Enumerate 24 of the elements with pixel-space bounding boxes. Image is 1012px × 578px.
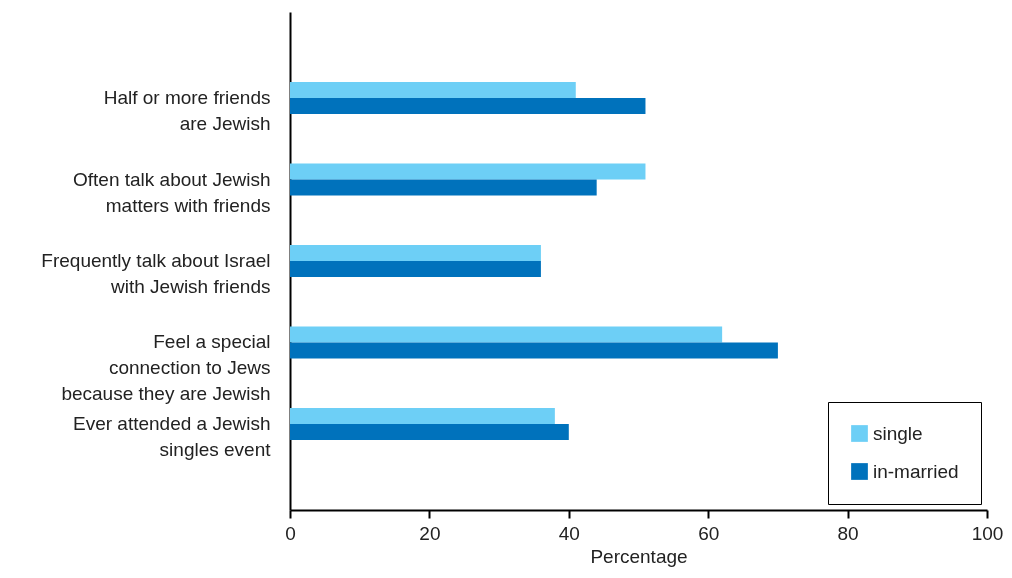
y-tick-label: Often talk about Jewish matters with friends xyxy=(73,168,271,216)
bar xyxy=(290,98,646,115)
bar xyxy=(290,326,723,343)
bar xyxy=(290,163,646,180)
bar xyxy=(290,261,541,278)
x-tick-label: 0 xyxy=(285,522,296,544)
x-tick-label: 80 xyxy=(837,522,859,544)
x-tick-label: 100 xyxy=(971,522,1004,544)
y-tick-label: Half or more friends are Jewish xyxy=(103,87,271,135)
bar xyxy=(290,244,541,261)
legend-label: in-married xyxy=(873,460,959,482)
x-tick-label: 40 xyxy=(558,522,580,544)
y-tick-label: Ever attended a Jewish singles event xyxy=(72,412,272,460)
y-tick-label: Feel a special connection to Jews because they are Jewish xyxy=(61,331,271,405)
y-tick-label: Frequently talk about Israel with Jewish friends xyxy=(41,250,271,297)
bar xyxy=(290,342,778,359)
bar xyxy=(290,407,555,424)
bar xyxy=(290,423,569,440)
legend-label: single xyxy=(873,422,923,444)
x-axis-title: Percentage xyxy=(590,545,688,567)
x-tick-label: 60 xyxy=(698,522,720,544)
bar xyxy=(290,179,597,196)
x-tick-label: 20 xyxy=(419,522,441,544)
bar xyxy=(290,82,576,99)
